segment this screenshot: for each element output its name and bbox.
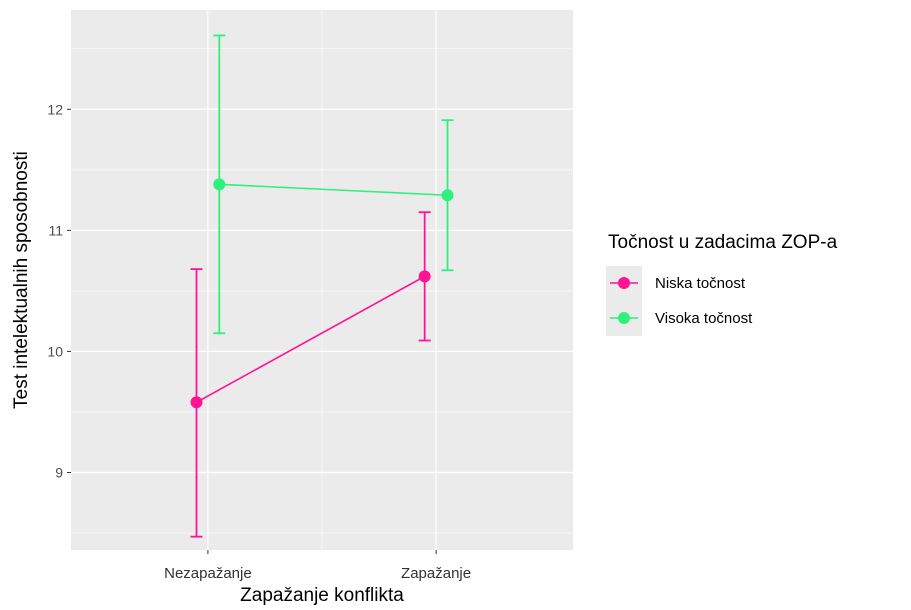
series-layer — [190, 34, 454, 538]
legend-key-point — [618, 277, 630, 289]
data-point — [190, 396, 203, 409]
legend-key-background — [606, 266, 642, 336]
data-point — [418, 270, 431, 283]
legend-key-point — [618, 312, 630, 324]
y-tick-label: 11 — [48, 222, 63, 238]
grid-major — [71, 10, 573, 550]
x-tick-label: Zapažanje — [401, 565, 471, 582]
legend-title: Točnost u zadacima ZOP-a — [608, 232, 838, 253]
x-tick-label: Nezapažanje — [164, 565, 252, 582]
grid-minor — [71, 10, 573, 550]
legend-label: Niska točnost — [655, 275, 746, 292]
y-tick-label: 9 — [55, 465, 63, 481]
x-axis-title: Zapažanje konflikta — [240, 585, 404, 606]
series-line — [196, 275, 426, 403]
legend: Točnost u zadacima ZOP-a Niska točnost Vi… — [606, 232, 838, 336]
legend-label: Visoka točnost — [655, 310, 753, 327]
data-point — [441, 189, 454, 202]
data-point — [213, 178, 226, 191]
y-axis: 9 10 11 12 — [47, 101, 71, 481]
y-tick-label: 12 — [47, 101, 63, 117]
y-tick-label: 10 — [47, 343, 63, 359]
series-line — [219, 183, 448, 197]
legend-items: Niska točnost Visoka točnost — [610, 275, 753, 327]
x-axis: Nezapažanje Zapažanje — [164, 550, 471, 582]
y-axis-title: Test intelektualnih sposobnosti — [11, 151, 32, 409]
